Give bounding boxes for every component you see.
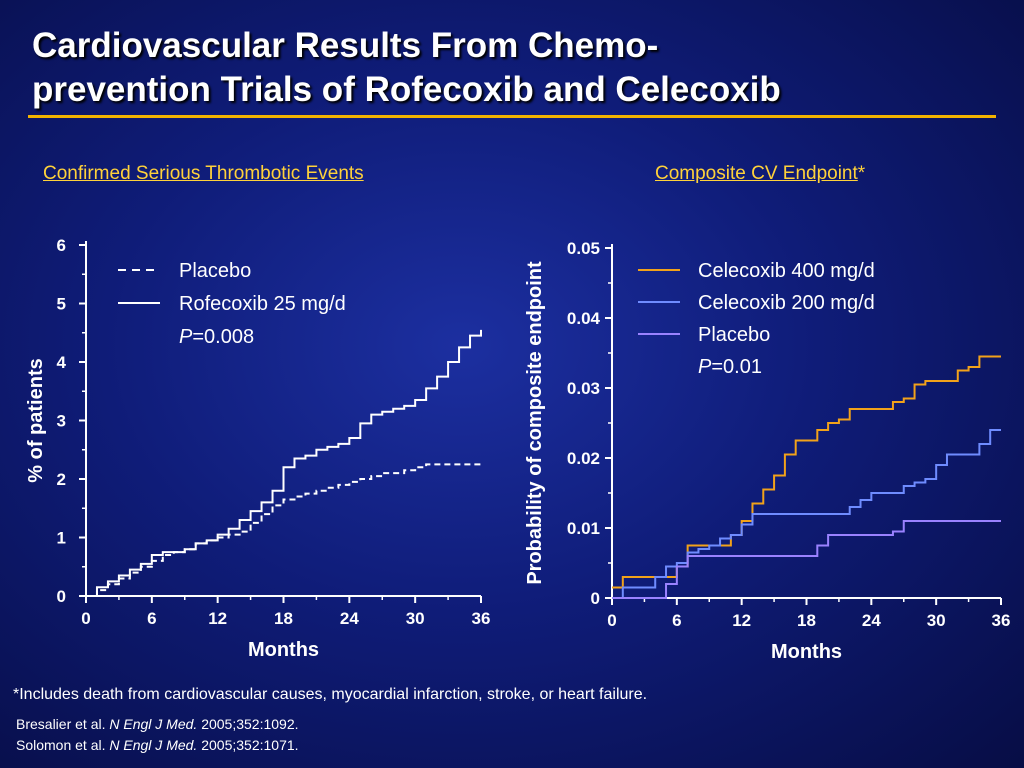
- x-tick-label: 18: [274, 609, 293, 628]
- legend-label-2: Celecoxib 200 mg/d: [698, 292, 875, 314]
- left-chart-title-text: Confirmed Serious Thrombotic Events: [43, 163, 364, 184]
- p-value-annotation: P=0.008: [179, 326, 254, 348]
- slide-title-line-2: prevention Trials of Rofecoxib and Celec…: [32, 70, 781, 109]
- left-chart-title: Confirmed Serious Thrombotic Events: [43, 163, 364, 185]
- y-tick-label: 2: [57, 470, 66, 489]
- x-tick-label: 12: [208, 609, 227, 628]
- slide-title: Cardiovascular Results From Chemo- preve…: [32, 24, 992, 112]
- legend-label-1: Celecoxib 400 mg/d: [698, 260, 875, 282]
- footnote: *Includes death from cardiovascular caus…: [13, 686, 648, 703]
- x-axis-title: Months: [248, 639, 319, 661]
- reference-2: Solomon et al. N Engl J Med. 2005;352:10…: [16, 737, 299, 753]
- y-tick-label: 0.04: [567, 309, 601, 328]
- y-tick-label: 3: [57, 412, 66, 431]
- p-value-annotation: P=0.01: [698, 356, 762, 378]
- x-tick-label: 0: [607, 611, 616, 630]
- x-tick-label: 36: [472, 609, 491, 628]
- reference-1: Bresalier et al. N Engl J Med. 2005;352:…: [16, 716, 299, 732]
- series-line-1: [86, 463, 481, 597]
- reference-2-journal: N Engl J Med.: [109, 737, 198, 753]
- reference-2-authors: Solomon et al.: [16, 737, 106, 753]
- series-line-2: [86, 329, 482, 597]
- x-tick-label: 12: [732, 611, 751, 630]
- reference-2-citation: 2005;352:1071.: [201, 737, 299, 753]
- right-chart-title-asterisk: *: [857, 163, 866, 184]
- x-tick-label: 0: [81, 609, 90, 628]
- y-tick-label: 5: [57, 295, 66, 314]
- reference-1-authors: Bresalier et al.: [16, 716, 106, 732]
- series-line-3: [612, 520, 1001, 599]
- title-divider: [28, 115, 996, 118]
- x-tick-label: 36: [992, 611, 1011, 630]
- y-tick-label: 4: [57, 353, 67, 372]
- reference-1-citation: 2005;352:1092.: [201, 716, 299, 732]
- y-tick-label: 0.01: [567, 519, 600, 538]
- y-tick-label: 0: [591, 589, 600, 608]
- right-chart-title: Composite CV Endpoint*: [655, 163, 865, 185]
- y-tick-label: 0.03: [567, 379, 600, 398]
- series-line-1: [612, 355, 1001, 589]
- y-tick-label: 0: [57, 587, 66, 606]
- y-tick-label: 0.02: [567, 449, 600, 468]
- x-tick-label: 30: [406, 609, 425, 628]
- legend-label-3: Placebo: [698, 324, 770, 346]
- series-line-2: [612, 429, 1001, 599]
- y-tick-label: 0.05: [567, 239, 600, 258]
- x-tick-label: 6: [672, 611, 681, 630]
- legend-label-2: Rofecoxib 25 mg/d: [179, 293, 346, 315]
- x-tick-label: 6: [147, 609, 156, 628]
- x-tick-label: 24: [340, 609, 359, 628]
- reference-1-journal: N Engl J Med.: [109, 716, 198, 732]
- x-tick-label: 30: [927, 611, 946, 630]
- y-axis-title: Probability of composite endpoint: [524, 261, 546, 585]
- slide-title-line-1: Cardiovascular Results From Chemo-: [32, 26, 659, 65]
- y-axis-title: % of patients: [25, 358, 47, 482]
- y-tick-label: 1: [57, 529, 66, 548]
- y-tick-label: 6: [57, 236, 66, 255]
- x-axis-title: Months: [771, 641, 842, 663]
- right-chart-title-text: Composite CV Endpoint: [655, 163, 858, 184]
- legend-label-1: Placebo: [179, 260, 251, 282]
- x-tick-label: 18: [797, 611, 816, 630]
- x-tick-label: 24: [862, 611, 881, 630]
